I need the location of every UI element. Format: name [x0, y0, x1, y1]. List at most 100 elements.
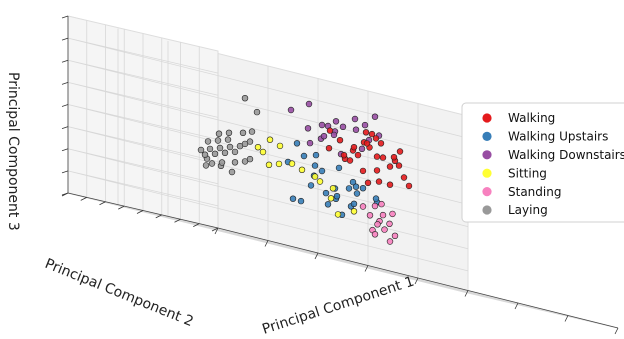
data-point-walking [377, 140, 385, 147]
data-point-laying [215, 130, 223, 137]
data-point-walking-downstairs [339, 123, 347, 131]
data-point-walking-downstairs [306, 139, 314, 147]
data-point-walking-upstairs [293, 140, 301, 147]
data-point-walking [390, 154, 398, 161]
data-point-laying [214, 137, 222, 144]
data-point-walking [346, 157, 354, 164]
data-point-laying [204, 138, 212, 145]
data-point-walking-downstairs [287, 106, 295, 114]
data-point-laying [197, 146, 205, 154]
legend-label-walking-upstairs: Walking Upstairs [508, 130, 608, 144]
y-axis-label: Principal Component 2 [43, 256, 196, 330]
data-point-walking [326, 127, 334, 134]
data-point-laying [206, 145, 214, 153]
z-tick [61, 15, 69, 19]
legend-label-walking-downstairs: Walking Downstairs [508, 148, 624, 162]
data-point-laying [211, 150, 219, 158]
data-point-walking-downstairs [358, 145, 366, 153]
data-point-laying [246, 155, 254, 163]
data-point-walking [400, 174, 408, 181]
data-point-sitting [316, 178, 324, 185]
data-point-standing [386, 238, 394, 245]
legend-marker-laying [482, 205, 492, 215]
data-point-walking-upstairs [352, 183, 360, 190]
data-point-laying [231, 148, 239, 156]
data-point-walking [364, 179, 372, 187]
z-tick [61, 170, 69, 174]
legend-marker-walking-downstairs [482, 150, 492, 160]
y-tick [136, 210, 144, 214]
data-point-walking [340, 152, 348, 159]
data-point-sitting [265, 161, 273, 169]
data-point-laying [202, 162, 210, 169]
z-tick [61, 37, 69, 41]
data-point-walking [325, 145, 333, 152]
data-point-walking-upstairs [307, 182, 315, 189]
data-point-walking-upstairs [349, 178, 357, 186]
data-point-laying [201, 151, 209, 158]
data-point-walking [336, 137, 344, 144]
data-point-sitting [350, 208, 358, 215]
data-point-laying [218, 159, 226, 166]
data-point-laying [226, 143, 234, 151]
data-point-walking-upstairs [359, 185, 367, 192]
data-point-standing [391, 232, 399, 240]
data-point-walking-downstairs [304, 125, 312, 132]
data-point-walking [375, 178, 383, 185]
x-tick [464, 290, 469, 297]
data-point-sitting [298, 166, 306, 174]
y-tick [80, 197, 87, 201]
data-point-walking-upstairs [353, 190, 361, 197]
data-point-walking-upstairs [345, 185, 353, 192]
data-point-walking-downstairs [352, 126, 360, 133]
data-point-standing [381, 226, 388, 233]
data-point-walking-downstairs [318, 121, 326, 129]
data-point-walking-downstairs [320, 133, 328, 140]
y-tick [155, 214, 162, 219]
x-tick [564, 315, 569, 322]
data-point-walking [373, 153, 381, 160]
y-tick [99, 201, 106, 206]
data-points [197, 94, 413, 245]
data-point-walking-downstairs [351, 115, 359, 123]
data-point-walking-downstairs [361, 121, 369, 129]
tick-marks [61, 15, 619, 335]
z-axis-label: Principal Component 3 [5, 72, 21, 231]
data-point-laying [253, 108, 261, 116]
data-point-walking-downstairs [330, 131, 338, 139]
data-point-walking [379, 154, 387, 161]
y-tick [211, 227, 219, 232]
data-point-walking-downstairs [332, 118, 340, 125]
data-point-walking-upstairs [350, 200, 358, 208]
data-point-laying [231, 159, 239, 166]
x-tick [364, 265, 369, 272]
data-point-walking-downstairs [305, 100, 313, 108]
legend-label-standing: Standing [508, 185, 561, 199]
data-point-laying [221, 149, 229, 157]
x-tick [614, 327, 619, 335]
z-tick [61, 126, 69, 130]
data-point-walking-upstairs [335, 164, 343, 172]
data-point-walking [354, 151, 362, 159]
x-axis-label: Principal Component 1 [260, 274, 416, 338]
z-tick [61, 59, 69, 63]
data-point-laying [208, 160, 216, 167]
data-point-walking-upstairs [324, 201, 332, 208]
legend-label-sitting: Sitting [508, 166, 547, 180]
data-point-standing [389, 210, 396, 218]
data-point-walking [386, 163, 394, 170]
legend-marker-standing [482, 187, 492, 197]
data-point-sitting [275, 160, 283, 168]
legend-marker-walking-upstairs [482, 131, 492, 141]
legend-marker-walking [482, 113, 492, 123]
data-point-standing [386, 220, 393, 228]
x-tick [264, 240, 269, 247]
data-point-sitting [288, 160, 296, 167]
data-point-walking [405, 182, 413, 190]
data-point-laying [239, 129, 247, 137]
data-point-sitting [311, 173, 319, 180]
data-point-standing [374, 221, 381, 228]
data-point-walking-upstairs [333, 193, 341, 200]
z-tick [61, 81, 69, 85]
data-point-walking-downstairs [371, 113, 379, 120]
